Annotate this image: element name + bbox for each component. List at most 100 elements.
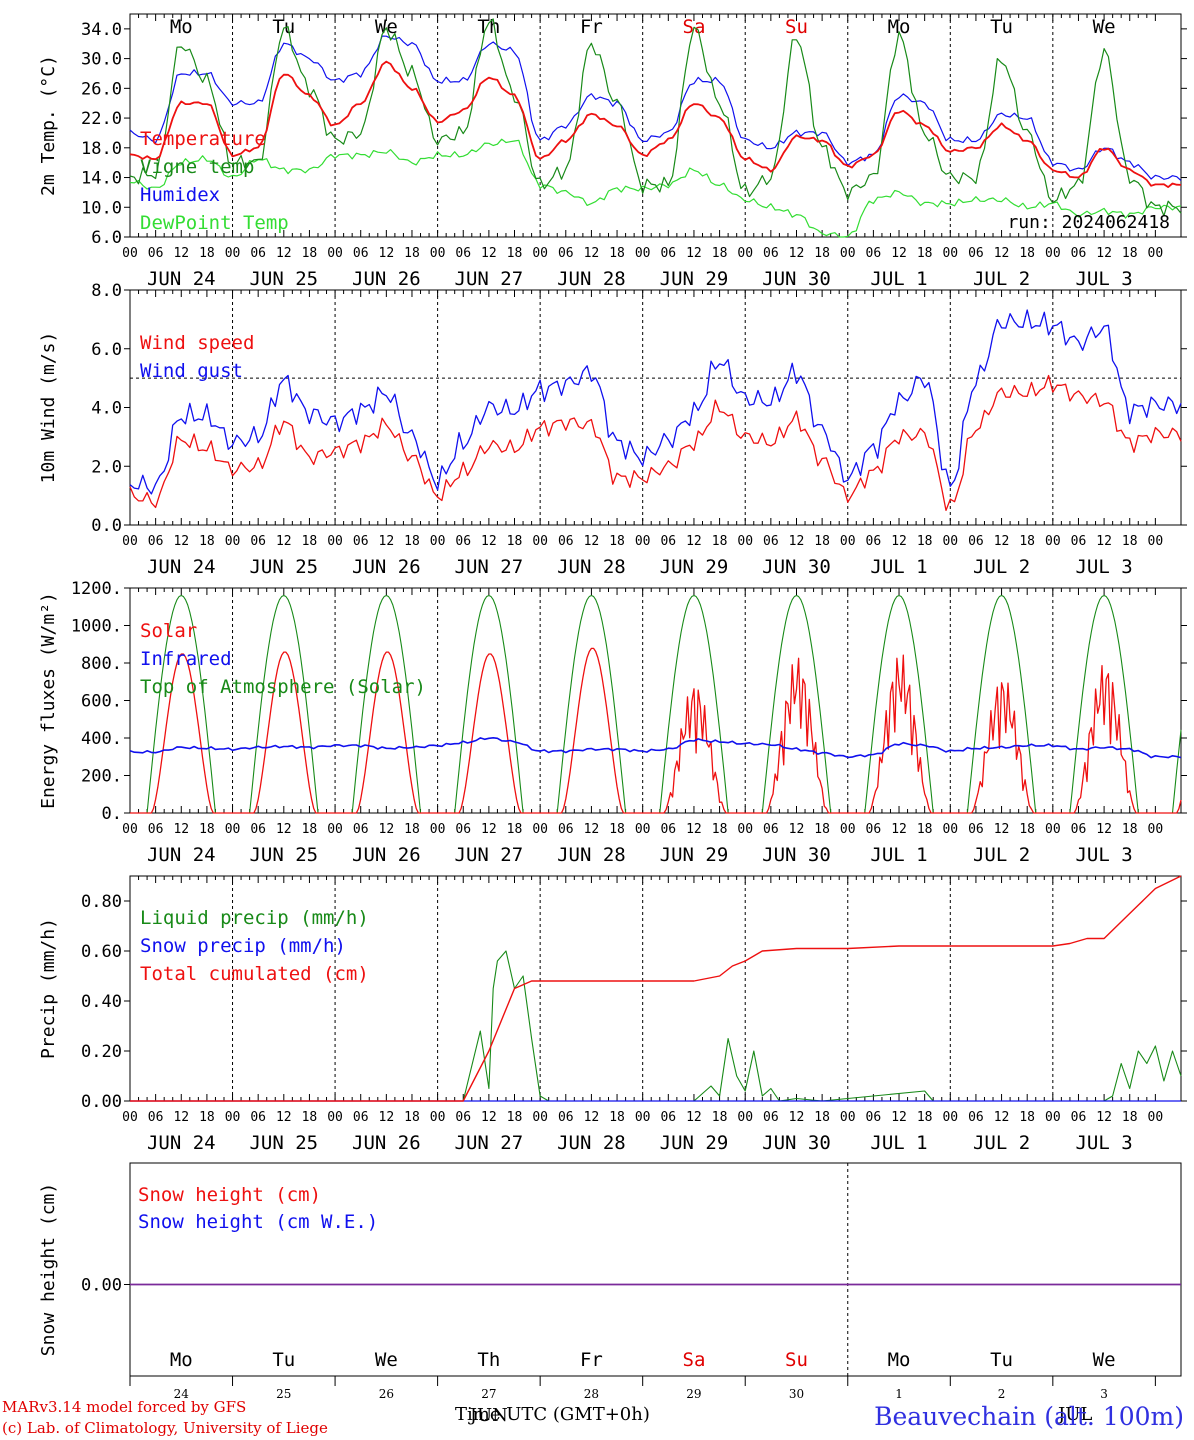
hour-label: 06 (558, 822, 574, 837)
hour-label: 12 (276, 822, 292, 837)
hour-label: 12 (686, 246, 702, 261)
hour-label: 06 (763, 1110, 779, 1125)
y-tick-label: 22.0 (81, 109, 122, 129)
hour-label: 18 (199, 246, 215, 261)
hour-label: 06 (866, 1110, 882, 1125)
hour-label: 06 (763, 822, 779, 837)
hour-label: 00 (635, 822, 651, 837)
day-label: JUN 26 (352, 1132, 421, 1154)
legend-vigne-temp: Vigne temp (140, 156, 254, 178)
hour-label: 00 (430, 534, 446, 549)
hour-label: 00 (430, 246, 446, 261)
day-number: 29 (686, 1387, 701, 1401)
day-label: JUL 2 (973, 556, 1030, 578)
series-dewpoint-temp (129, 138, 1182, 238)
hour-label: 12 (173, 822, 189, 837)
hour-label: 12 (891, 1110, 907, 1125)
hour-label: 18 (1122, 534, 1138, 549)
hour-label: 12 (1096, 534, 1112, 549)
hour-label: 06 (660, 1110, 676, 1125)
weekday-label: Tu (272, 16, 295, 38)
hour-label: 00 (840, 246, 856, 261)
hour-label: 00 (635, 534, 651, 549)
station-name: Beauvechain (alt. 100m) (874, 1402, 1184, 1431)
hour-label: 12 (276, 1110, 292, 1125)
hour-label: 00 (737, 1110, 753, 1125)
hour-label: 00 (840, 822, 856, 837)
y-tick-label: 6.0 (91, 340, 122, 360)
day-label: JUN 28 (557, 1132, 626, 1154)
y-tick-label: 34.0 (81, 20, 122, 40)
hour-label: 12 (379, 1110, 395, 1125)
hour-label: 06 (968, 534, 984, 549)
hour-label: 18 (712, 534, 728, 549)
hour-label: 00 (635, 1110, 651, 1125)
day-label: JUN 24 (147, 844, 216, 866)
legend-wind-gust: Wind gust (140, 360, 243, 382)
y-tick-label: 0.00 (81, 1276, 122, 1296)
hour-label: 00 (942, 822, 958, 837)
y-tick-label: 10.0 (81, 198, 122, 218)
model-credit: MARv3.14 model forced by GFS (2, 1398, 247, 1416)
hour-label: 06 (968, 1110, 984, 1125)
hour-label: 00 (532, 246, 548, 261)
hour-label: 18 (302, 1110, 318, 1125)
time-axis-title: Time UTC (GMT+0h) (455, 1404, 650, 1425)
hour-label: 06 (250, 822, 266, 837)
hour-label: 00 (225, 1110, 241, 1125)
day-number: 26 (379, 1387, 394, 1401)
day-label: JUN 29 (660, 844, 729, 866)
hour-label: 18 (609, 1110, 625, 1125)
hour-label: 18 (609, 822, 625, 837)
day-label: JUN 30 (762, 844, 831, 866)
hour-label: 12 (584, 1110, 600, 1125)
hour-label: 18 (404, 246, 420, 261)
hour-label: 18 (199, 1110, 215, 1125)
panel-2: 10m Wind (m/s) 0.0 2.0 4.0 6.0 8.0 00 06 12 18 00 0… (38, 281, 1187, 578)
hour-label: 18 (404, 534, 420, 549)
weekday-label: Sa (683, 1349, 706, 1371)
day-label: JUN 30 (762, 268, 831, 290)
hour-label: 18 (814, 1110, 830, 1125)
plot-frame (129, 13, 1182, 238)
hour-label: 06 (1071, 246, 1087, 261)
hour-label: 00 (225, 534, 241, 549)
legend-top-of-atmosphere-solar-: Top of Atmosphere (Solar) (140, 676, 426, 698)
hour-label: 00 (1045, 1110, 1061, 1125)
hour-label: 06 (866, 822, 882, 837)
day-label: JUN 30 (762, 1132, 831, 1154)
weekday-label: We (1093, 1349, 1116, 1371)
hour-label: 18 (302, 534, 318, 549)
hour-label: 06 (148, 534, 164, 549)
hour-label: 12 (173, 534, 189, 549)
hour-label: 00 (532, 1110, 548, 1125)
hour-label: 06 (1071, 822, 1087, 837)
legend-temperature: Temperature (140, 128, 266, 150)
legend-infrared: Infrared (140, 648, 232, 670)
hour-label: 00 (737, 246, 753, 261)
hour-label: 00 (942, 246, 958, 261)
hour-label: 18 (814, 246, 830, 261)
hour-label: 06 (1071, 534, 1087, 549)
day-number: 1 (895, 1387, 903, 1401)
hour-label: 00 (430, 822, 446, 837)
hour-label: 00 (532, 822, 548, 837)
weekday-label: Mo (170, 1349, 193, 1371)
day-label: JUN 26 (352, 556, 421, 578)
y-tick-label: 800. (81, 654, 122, 674)
hour-label: 12 (584, 822, 600, 837)
day-label: JUL 2 (973, 844, 1030, 866)
day-label: JUL 1 (870, 1132, 927, 1154)
day-label: JUL 1 (870, 556, 927, 578)
hour-label: 00 (1045, 534, 1061, 549)
hour-label: 12 (276, 534, 292, 549)
hour-label: 00 (1045, 822, 1061, 837)
y-tick-label: 2.0 (91, 457, 122, 477)
hour-label: 00 (122, 822, 138, 837)
series-vigne-temp (129, 18, 1182, 217)
weekday-label: Su (785, 16, 808, 38)
series-solar (130, 647, 1182, 814)
y-tick-label: 14.0 (81, 169, 122, 189)
day-number: 25 (276, 1387, 291, 1401)
hour-label: 12 (994, 1110, 1010, 1125)
